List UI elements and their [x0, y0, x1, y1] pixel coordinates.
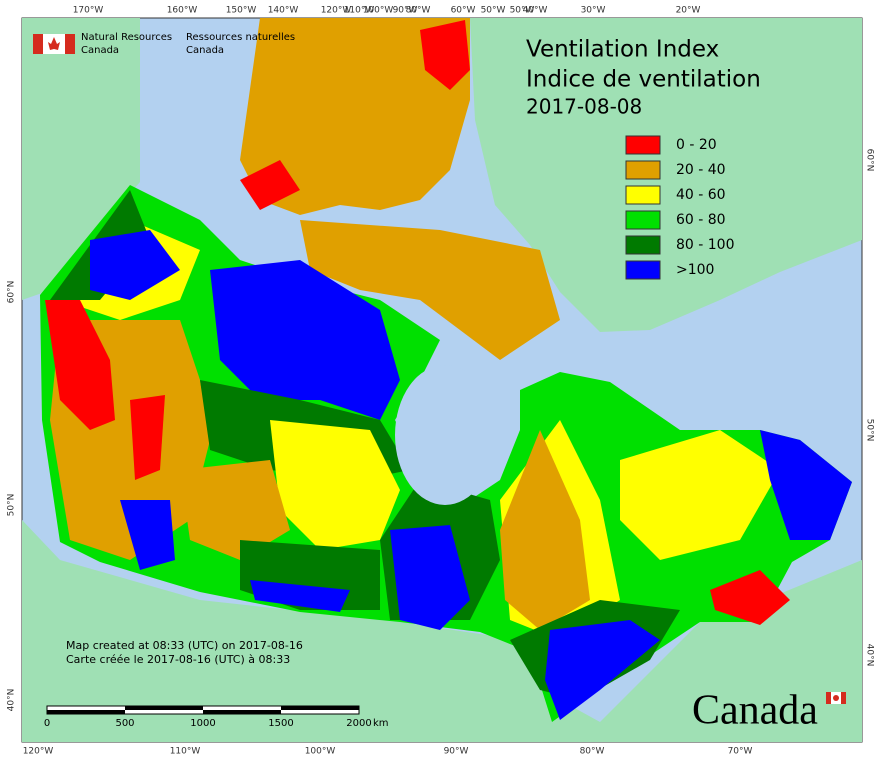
title: Indice de ventilation	[526, 67, 761, 93]
region	[45, 300, 115, 430]
greenland	[470, 18, 862, 332]
graticule-label: 120°W	[23, 747, 54, 757]
graticule-label: 100°W	[363, 6, 394, 16]
logo-text: Ressources naturelles	[186, 32, 295, 43]
graticule-label: 80°W	[406, 6, 431, 16]
legend-label: 20 - 40	[676, 162, 726, 178]
scale-segment	[281, 706, 359, 710]
region	[760, 430, 852, 540]
region	[390, 525, 470, 630]
graticule-label: 110°W	[170, 747, 201, 757]
region	[240, 160, 300, 210]
graticule-label: 50°N	[7, 494, 17, 517]
graticule-label: 120°W	[321, 6, 352, 16]
maple-leaf	[48, 37, 60, 50]
graticule-label: 20°W	[676, 6, 701, 16]
region	[300, 220, 560, 360]
alaska	[22, 18, 140, 300]
graticule-label: 70°W	[728, 747, 753, 757]
region	[500, 430, 590, 630]
graticule-label: 40°N	[7, 689, 17, 712]
graticule-label: 50°W	[510, 6, 535, 16]
region	[270, 420, 400, 550]
graticule-label: 80°W	[580, 747, 605, 757]
graticule-label: 40°N	[865, 644, 875, 667]
graticule-label: 50°N	[865, 419, 875, 442]
logo-text: Natural Resources	[81, 32, 172, 43]
maple-leaf	[833, 695, 839, 701]
legend-swatch	[625, 260, 661, 280]
scale-label: 0	[44, 718, 50, 729]
graticule-label: 60°N	[7, 281, 17, 304]
graticule-label: 90°W	[444, 747, 469, 757]
region	[710, 570, 790, 625]
flag-bar	[826, 692, 831, 704]
region	[90, 230, 180, 300]
note: Carte créée le 2017-08-16 (UTC) à 08:33	[66, 653, 290, 666]
legend-swatch	[625, 185, 661, 205]
region	[545, 620, 660, 720]
flag-bar	[65, 34, 75, 54]
graticule-label: 60°N	[865, 149, 875, 172]
graticule-label: 150°W	[226, 6, 257, 16]
region	[130, 395, 165, 480]
legend-label: 60 - 80	[676, 212, 726, 228]
flag-bar	[841, 692, 846, 704]
scale-label: 1000	[190, 718, 215, 729]
scale-label: 2000	[346, 718, 371, 729]
legend-label: >100	[676, 262, 714, 278]
region	[180, 460, 290, 560]
graticule-label: 30°W	[581, 6, 606, 16]
graticule-label: 160°W	[167, 6, 198, 16]
graticule-label: 170°W	[73, 6, 104, 16]
usa	[22, 520, 862, 742]
legend-label: 40 - 60	[676, 187, 726, 203]
region	[250, 580, 350, 612]
scale-unit: km	[373, 718, 389, 729]
region	[620, 430, 780, 560]
scale-bar: 0 500 1000 1500 2000 km	[44, 705, 389, 729]
graticule-label: 140°W	[268, 6, 299, 16]
scale-segment	[125, 706, 203, 710]
arctic-islands	[240, 18, 470, 215]
hudson-bay	[395, 365, 495, 505]
date: 2017-08-08	[526, 95, 642, 119]
region	[420, 20, 470, 90]
graticule-label: 60°W	[451, 6, 476, 16]
legend-label: 0 - 20	[676, 137, 717, 153]
graticule-label: 50°W	[481, 6, 506, 16]
scale-segment	[203, 710, 281, 714]
scale-label: 500	[115, 718, 134, 729]
wordmark: Canada	[692, 688, 818, 734]
legend-swatch	[625, 210, 661, 230]
flag-bar	[33, 34, 43, 54]
canada	[40, 18, 852, 722]
region	[210, 260, 400, 420]
legend-swatch	[625, 235, 661, 255]
scale-segment	[47, 710, 125, 714]
graticule-label: 90°W	[393, 6, 418, 16]
logo-text: Canada	[186, 45, 224, 56]
graticule-label: 110°W	[344, 6, 375, 16]
graticule-label: 100°W	[305, 747, 336, 757]
scale-label: 1500	[268, 718, 293, 729]
title: Ventilation Index	[526, 37, 719, 63]
note: Map created at 08:33 (UTC) on 2017-08-16	[66, 639, 303, 652]
legend-swatch	[625, 160, 661, 180]
region	[120, 500, 175, 570]
legend-label: 80 - 100	[676, 237, 735, 253]
legend-swatch	[625, 135, 661, 155]
logo-text: Canada	[81, 45, 119, 56]
graticule-label: 40°W	[523, 6, 548, 16]
